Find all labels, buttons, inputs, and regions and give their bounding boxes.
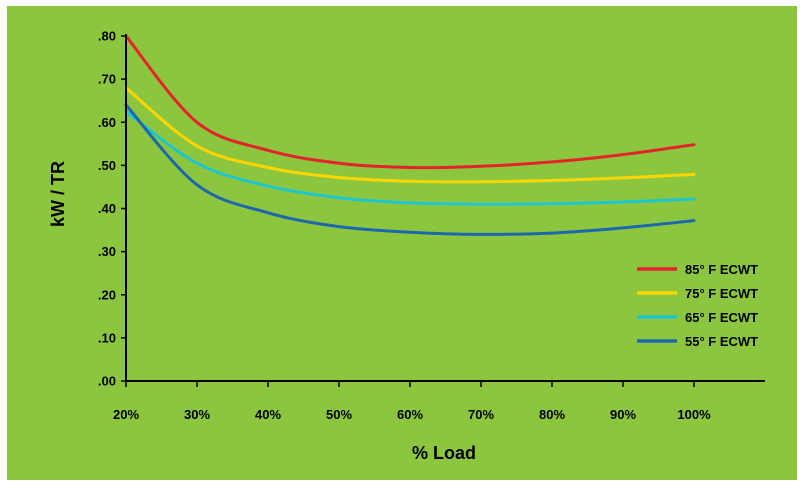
x-tick-label: 70%	[468, 407, 494, 422]
legend: 85° F ECWT 75° F ECWT 65° F ECWT 55° F ECWT	[637, 262, 758, 349]
x-axis-title: % Load	[412, 443, 476, 463]
legend-label-1: 85° F ECWT	[685, 262, 758, 277]
axes	[121, 34, 765, 387]
x-tick-label: 50%	[326, 407, 352, 422]
x-tick-label: 40%	[255, 407, 281, 422]
y-tick-label: .40	[98, 201, 116, 216]
series-line-4	[124, 103, 696, 236]
y-tick-label: .50	[98, 158, 116, 173]
x-tick-label: 90%	[610, 407, 636, 422]
y-tick-label: .80	[98, 29, 116, 44]
series-line-1	[124, 34, 696, 170]
y-tick-label: .10	[98, 330, 116, 345]
y-axis-title: kW / TR	[48, 161, 68, 227]
y-tick-label: .70	[98, 72, 116, 87]
line-chart: .00 .10 .20 .30 .40 .50 .60 .70 .80 20% 30% 40% 50% 6…	[48, 29, 765, 463]
legend-label-3: 65° F ECWT	[685, 310, 758, 325]
tick-labels: .00 .10 .20 .30 .40 .50 .60 .70 .80 20% 30% 40% 50% 6…	[98, 29, 711, 423]
x-tick-label: 30%	[184, 407, 210, 422]
legend-label-4: 55° F ECWT	[685, 334, 758, 349]
y-tick-label: .00	[98, 374, 116, 389]
x-tick-label: 80%	[539, 407, 565, 422]
series-line-3	[124, 110, 696, 206]
legend-label-2: 75° F ECWT	[685, 286, 758, 301]
y-tick-label: .60	[98, 115, 116, 130]
series-lines	[124, 34, 696, 236]
x-tick-label: 60%	[397, 407, 423, 422]
x-tick-label: 20%	[113, 407, 139, 422]
x-tick-label: 100%	[677, 407, 711, 422]
chart-frame: .00 .10 .20 .30 .40 .50 .60 .70 .80 20% 30% 40% 50% 6…	[7, 6, 797, 480]
y-tick-label: .20	[98, 287, 116, 302]
series-line-2	[124, 86, 696, 184]
y-tick-label: .30	[98, 244, 116, 259]
